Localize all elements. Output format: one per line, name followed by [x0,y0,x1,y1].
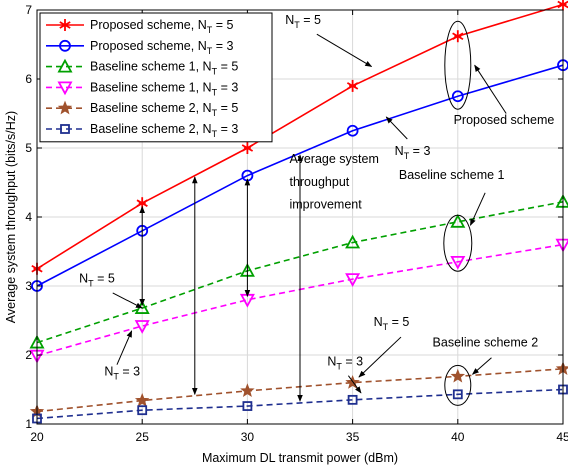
y-tick-label: 1 [25,417,32,431]
y-tick-label: 7 [25,3,32,17]
proposed-arrow [474,64,507,114]
data-point [241,142,254,154]
ellipse-baseline2 [444,364,472,406]
legend-entry-5: Baseline scheme 2, NT = 5 [90,101,238,118]
y-tick-label: 4 [25,210,32,224]
legend-entry-1: Proposed scheme, NT = 5 [90,18,233,35]
legend-marker [59,19,71,31]
data-point [450,213,466,228]
legend-marker [57,81,73,96]
annotation-nt5-b1: NT = 5 [79,272,115,289]
x-tick-label: 35 [346,430,360,444]
y-tick-label: 2 [25,348,32,362]
data-point [452,30,464,43]
data-point [240,383,255,398]
series-line-3 [36,201,564,344]
annotation-baseline2: Baseline scheme 2 [433,336,539,350]
legend-entry-3: Baseline scheme 1, NT = 5 [90,60,238,77]
data-point [347,394,358,405]
x-tick-label: 25 [136,430,150,444]
y-tick-label: 3 [25,279,32,293]
legend-marker [57,100,73,115]
data-point [452,389,463,400]
nt3-b2-arrow [347,375,362,394]
data-point [137,405,148,416]
legend-marker [60,124,70,134]
annotation-proposed-scheme: Proposed scheme [454,113,555,127]
annotation-improvement-3: improvement [289,198,362,212]
data-point [345,273,361,287]
y-axis-label: Average system throughput (bits/s/Hz) [4,111,18,323]
y-tick-label: 5 [25,141,32,155]
nt5-b1-arrow [112,292,143,309]
data-point [242,401,253,411]
legend-marker [59,39,71,52]
data-point [557,0,568,11]
series-line-1 [36,3,564,270]
annotation-nt5-proposed: NT = 5 [285,13,321,30]
data-point [134,320,150,334]
legend-marker [57,58,73,73]
nt5-b2-arrow [358,336,402,378]
x-axis-label: Maximum DL transmit power (dBm) [202,451,398,465]
data-point [450,255,466,270]
annotation-improvement-1: Average system [289,152,378,166]
data-point [451,90,464,103]
annotation-improvement-2: throughput [289,175,349,189]
baseline2-arrow [472,357,492,375]
x-tick-label: 30 [241,430,255,444]
x-tick-label: 20 [30,430,44,444]
series-line-2 [36,64,564,287]
nt5-arrow [316,33,373,68]
legend-box [39,12,273,143]
legend-entry-2: Proposed scheme, NT = 3 [90,39,233,56]
annotation-nt3-proposed: NT = 3 [395,144,431,161]
ellipse-proposed [444,20,472,110]
x-tick-label: 45 [556,430,568,444]
nt3-arrow [385,116,408,140]
data-point [345,234,361,249]
series-line-6 [36,388,564,420]
data-point [134,392,150,407]
annotation-layer: NT = 5 Proposed scheme NT = 3 Baseline sche… [79,13,554,406]
legend-entry-6: Baseline scheme 2, NT = 3 [90,122,238,139]
legend: Proposed scheme, NT = 5 Proposed scheme, … [39,12,273,143]
nt3-b1-arrow [116,330,133,365]
y-tick-label: 6 [25,72,32,86]
data-point [450,368,466,383]
baseline1-arrow [469,192,486,226]
annotation-nt5-b2: NT = 5 [374,315,410,332]
ellipse-baseline1 [443,214,473,272]
data-point [555,361,568,375]
data-point [346,124,359,137]
legend-entry-4: Baseline scheme 1, NT = 3 [90,80,238,97]
annotation-nt3-b2: NT = 3 [327,354,363,371]
annotation-nt3-b1: NT = 3 [104,365,140,382]
x-tick-label: 40 [451,430,465,444]
data-point [346,79,359,92]
annotation-baseline1: Baseline scheme 1 [399,168,505,182]
